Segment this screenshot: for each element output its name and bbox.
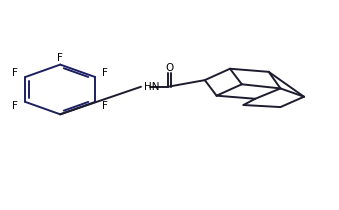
Text: F: F [57,53,63,63]
Text: F: F [102,68,108,78]
Text: F: F [102,101,108,111]
Text: HN: HN [144,82,159,92]
Text: O: O [165,63,174,73]
Text: F: F [12,68,18,78]
Text: F: F [12,101,18,111]
